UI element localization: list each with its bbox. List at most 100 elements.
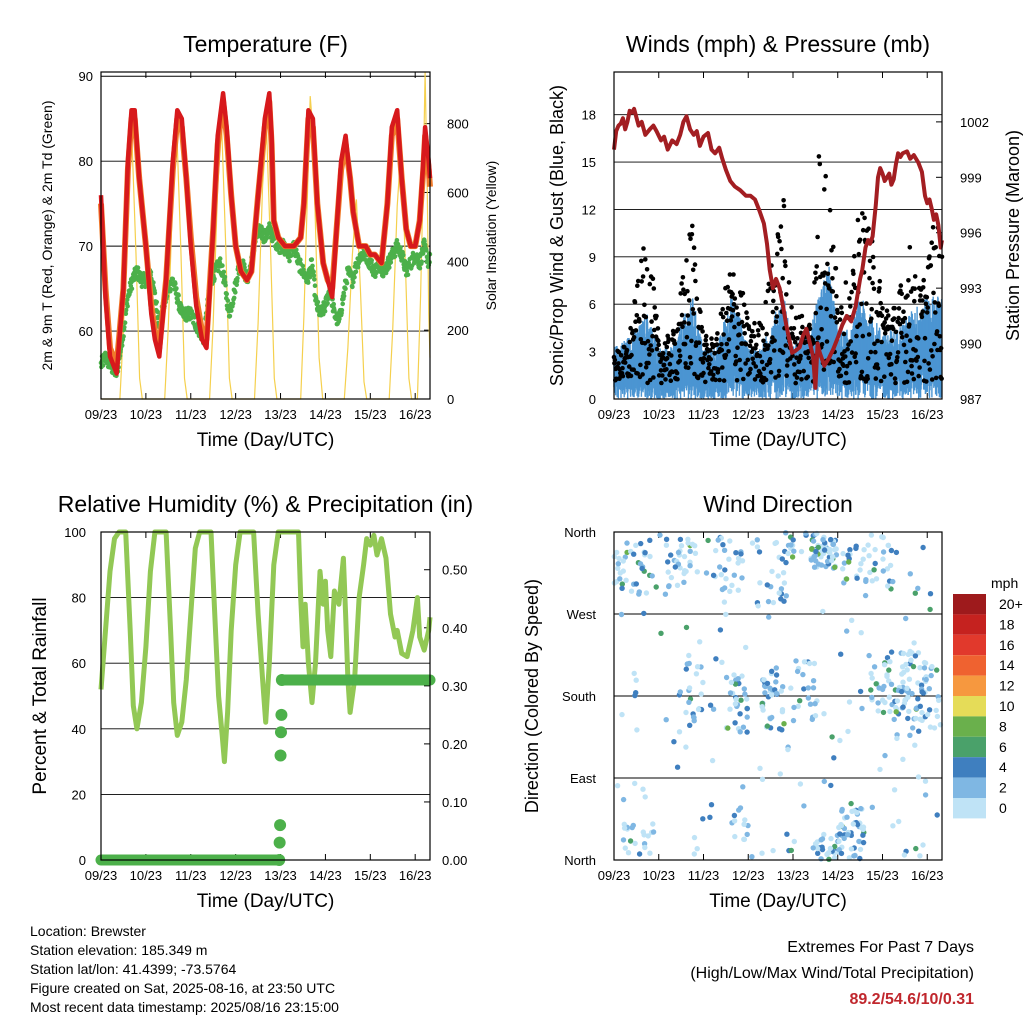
direction-point xyxy=(871,567,877,573)
direction-point xyxy=(912,742,918,748)
gust-point xyxy=(768,370,774,375)
gust-point xyxy=(799,313,805,319)
gust-point xyxy=(740,290,746,296)
gust-point xyxy=(843,280,849,285)
gust-point xyxy=(764,331,769,337)
gust-point xyxy=(718,311,724,317)
direction-point xyxy=(640,829,646,835)
dewpoint-point xyxy=(401,252,406,258)
gust-point xyxy=(783,263,788,269)
gust-point xyxy=(828,314,834,319)
gust-point xyxy=(865,376,870,382)
gust-point xyxy=(675,327,681,332)
gust-point xyxy=(871,265,876,270)
gust-point xyxy=(675,376,680,382)
direction-point xyxy=(900,704,906,710)
direction-point xyxy=(755,603,761,609)
direction-point xyxy=(637,561,644,567)
direction-point xyxy=(831,855,838,861)
gust-point xyxy=(679,281,684,286)
precip-point xyxy=(274,819,287,832)
gust-point xyxy=(814,264,819,269)
y-tick-label: East xyxy=(570,771,596,786)
direction-point xyxy=(624,540,630,546)
gust-point xyxy=(888,372,894,377)
direction-point xyxy=(683,744,689,750)
direction-point xyxy=(785,550,791,557)
gust-point xyxy=(886,355,892,361)
dewpoint-point xyxy=(311,269,316,275)
gust-point xyxy=(791,336,796,341)
y-tick-label: 18 xyxy=(582,108,596,123)
gust-point xyxy=(704,342,709,348)
info-created: Figure created on Sat, 2025-08-16, at 23… xyxy=(30,980,336,996)
direction-point xyxy=(630,822,636,829)
dewpoint-point xyxy=(176,293,181,298)
dewpoint-point xyxy=(122,324,127,330)
x-tick-label: 09/23 xyxy=(598,868,631,883)
x-axis-label: Time (Day/UTC) xyxy=(709,891,847,912)
direction-point xyxy=(881,683,887,690)
direction-point xyxy=(857,846,864,853)
direction-point xyxy=(631,551,637,557)
gust-point xyxy=(643,365,649,370)
gust-point xyxy=(680,324,685,330)
direction-point xyxy=(865,542,871,548)
direction-point xyxy=(687,548,693,554)
gust-point xyxy=(691,311,696,316)
gust-point xyxy=(793,380,798,386)
direction-point xyxy=(819,836,826,842)
dewpoint-point xyxy=(300,263,306,269)
dewpoint-point xyxy=(173,281,178,287)
direction-point xyxy=(911,640,917,646)
gust-point xyxy=(772,338,777,343)
direction-point xyxy=(632,840,638,847)
gust-point xyxy=(877,286,882,291)
direction-point xyxy=(869,804,875,810)
direction-point xyxy=(934,812,940,818)
direction-point xyxy=(888,649,895,655)
direction-point xyxy=(756,549,763,555)
legend-label: 6 xyxy=(999,739,1007,755)
gust-point xyxy=(801,368,806,374)
direction-point xyxy=(773,672,780,678)
gust-point xyxy=(905,369,911,375)
direction-point xyxy=(918,682,925,688)
direction-point xyxy=(700,816,706,822)
gust-point xyxy=(638,362,643,368)
direction-point xyxy=(683,624,690,631)
direction-point xyxy=(662,591,669,597)
gust-point xyxy=(823,173,828,179)
direction-point xyxy=(888,681,895,687)
legend-swatch xyxy=(953,614,986,635)
direction-point xyxy=(640,786,646,792)
panel: 09/23 10/23 11/23 12/23 13/23 14/23 15/23 16/23… xyxy=(522,491,944,912)
legend-swatch xyxy=(953,634,986,656)
gust-point xyxy=(812,280,817,285)
precip-point xyxy=(275,708,288,721)
gust-point xyxy=(859,301,864,307)
direction-point xyxy=(925,711,931,718)
direction-point xyxy=(776,726,783,732)
direction-point xyxy=(718,572,724,578)
x-tick-label: 09/23 xyxy=(85,868,118,883)
gust-point xyxy=(650,276,656,282)
gust-point xyxy=(691,245,697,250)
gust-point xyxy=(897,321,903,327)
direction-point xyxy=(615,561,621,567)
direction-point xyxy=(686,685,693,691)
direction-point xyxy=(917,703,923,709)
y-tick-label: 12 xyxy=(582,202,596,217)
gust-point xyxy=(735,345,740,351)
direction-point xyxy=(649,573,655,579)
legend-swatch xyxy=(953,594,986,615)
direction-point xyxy=(821,831,827,838)
direction-point xyxy=(663,717,669,723)
gust-point xyxy=(747,370,752,376)
gust-point xyxy=(685,313,691,318)
gust-point xyxy=(814,276,819,281)
panel: 09/23 10/23 11/23 12/23 13/23 14/23 15/23 16/23… xyxy=(39,31,499,451)
direction-point xyxy=(767,685,773,691)
direction-point xyxy=(809,546,815,552)
gust-point xyxy=(689,338,694,344)
